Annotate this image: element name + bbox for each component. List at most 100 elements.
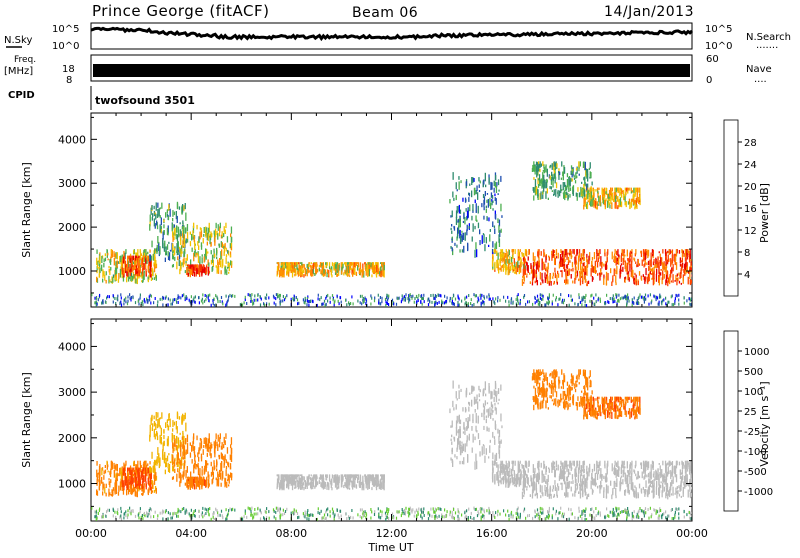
velocity-echo-cell [168,426,169,431]
power-echo-cell [676,262,677,270]
power-echo-cell [242,304,243,307]
power-echo-cell [384,264,385,270]
velocity-echo-cell [615,488,616,496]
power-echo-cell [170,299,171,302]
power-echo-cell [528,249,529,255]
power-echo-cell [492,260,493,267]
power-echo-cell [178,294,179,297]
power-echo-cell [622,249,623,255]
power-echo-cell [323,302,324,305]
power-echo-cell [617,196,618,202]
velocity-echo-cell [384,474,385,477]
power-echo-cell [615,249,616,254]
power-echo-cell [479,184,480,188]
power-echo-cell [615,282,616,285]
power-echo-cell [479,229,480,234]
velocity-echo-cell [277,474,278,476]
power-echo-cell [176,262,177,270]
power-echo-cell [268,296,269,299]
velocity-echo-cell [372,476,373,483]
velocity-echo-cell [500,471,501,478]
power-echo-cell [102,279,103,283]
power-echo-cell [626,298,627,301]
power-echo-cell [257,299,258,302]
velocity-echo-cell [492,418,493,421]
power-echo-cell [549,301,550,304]
power-echo-cell [537,189,538,196]
velocity-echo-cell [177,445,178,452]
power-echo-cell [626,188,627,192]
power-echo-cell [308,267,309,269]
power-echo-cell [402,298,403,301]
power-echo-cell [456,245,457,248]
power-echo-cell [197,270,198,272]
velocity-echo-cell [498,388,499,394]
power-echo-cell [648,303,649,306]
power-echo-cell [634,273,635,275]
velocity-echo-cell [148,478,149,484]
power-echo-cell [461,231,462,233]
velocity-echo-cell [651,481,652,484]
power-echo-cell [651,269,652,272]
velocity-echo-cell [189,478,190,481]
power-echo-cell [601,265,602,268]
power-echo-cell [564,192,565,200]
power-echo-cell [145,258,146,263]
power-echo-cell [142,280,143,283]
velocity-echo-cell [295,486,296,489]
power-echo-cell [370,303,371,306]
power-echo-cell [155,260,156,267]
power-echo-cell [266,297,267,300]
velocity-echo-cell [185,423,186,432]
power-echo-cell [617,258,618,265]
power-echo-cell [108,266,109,268]
power-echo-cell [435,303,436,306]
power-echo-cell [547,276,548,283]
power-echo-cell [639,271,640,276]
velocity-echo-cell [498,445,499,454]
power-echo-cell [541,251,542,256]
power-echo-cell [575,255,576,264]
power-echo-cell [208,234,209,238]
velocity-echo-cell [500,385,501,391]
velocity-echo-cell [545,481,546,484]
power-echo-cell [541,259,542,264]
power-echo-cell [177,256,178,260]
power-echo-cell [244,301,245,304]
power-echo-cell [645,298,646,301]
power-echo-cell [686,299,687,302]
power-echo-cell [254,299,255,302]
power-echo-cell [130,276,131,282]
power-echo-cell [580,161,581,166]
power-echo-cell [483,200,484,207]
power-echo-cell [651,253,652,260]
power-echo-cell [177,216,178,223]
power-echo-cell [649,272,650,277]
power-echo-cell [215,294,216,297]
velocity-echo-cell [187,435,188,443]
power-echo-cell [211,304,212,307]
velocity-echo-cell [194,463,195,469]
power-echo-cell [554,254,555,257]
power-colorbar-label: Power [dB] [758,183,771,243]
power-echo-cell [204,300,205,303]
velocity-echo-cell [187,443,188,450]
power-echo-cell [216,248,217,256]
power-echo-cell [303,270,304,273]
velocity-echo-cell [165,470,166,475]
velocity-echo-cell [178,437,179,446]
velocity-echo-cell [297,483,298,487]
power-echo-cell [509,250,510,255]
velocity-echo-cell [216,459,217,467]
power-echo-cell [221,236,222,238]
power-echo-cell [483,216,484,220]
power-echo-cell [523,282,524,284]
power-echo-cell [560,249,561,253]
power-echo-cell [671,295,672,298]
velocity-echo-cell [537,493,538,499]
velocity-echo-cell [223,444,224,448]
velocity-echo-cell [222,454,223,460]
power-echo-cell [597,273,598,276]
velocity-echo-cell [482,446,483,455]
velocity-echo-cell [490,440,491,443]
